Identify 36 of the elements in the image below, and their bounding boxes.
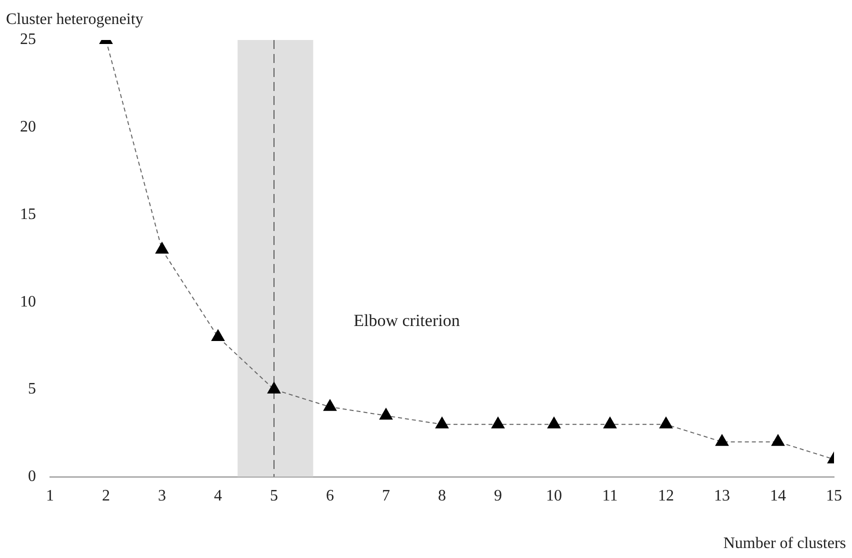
y-tick-label: 25	[20, 31, 36, 48]
point	[715, 434, 729, 446]
x-tick-label: 9	[494, 488, 502, 505]
point	[211, 330, 225, 342]
point	[771, 434, 785, 446]
x-tick-label: 7	[382, 488, 390, 505]
point	[323, 399, 337, 411]
y-tick-label: 10	[20, 293, 36, 310]
point	[603, 416, 617, 428]
x-tick-label: 12	[658, 488, 674, 505]
x-tick-label: 3	[158, 488, 166, 505]
x-tick-label: 2	[102, 488, 110, 505]
x-axis-title: Number of clusters	[723, 535, 846, 552]
y-tick-label: 0	[28, 468, 36, 486]
point	[491, 416, 505, 428]
y-tick-label: 20	[20, 118, 36, 136]
point	[267, 382, 281, 394]
point	[547, 416, 561, 428]
x-tick-label: 6	[326, 488, 334, 505]
x-tick-label: 5	[270, 488, 278, 505]
x-tick-label: 14	[770, 488, 786, 505]
x-tick-label: 15	[826, 488, 842, 505]
point	[435, 416, 449, 428]
y-tick-label: 5	[28, 380, 36, 398]
point	[379, 408, 393, 420]
x-tick-label: 13	[714, 488, 730, 505]
y-tick-label: 15	[20, 206, 36, 223]
point	[155, 242, 169, 254]
annotation: Elbow criterion	[354, 310, 460, 330]
x-tick-label: 8	[438, 488, 446, 505]
x-tick-label: 11	[602, 488, 618, 505]
y-axis-title: Cluster heterogeneity	[6, 11, 144, 28]
point	[659, 416, 673, 428]
x-tick-label: 10	[546, 488, 562, 505]
x-tick-label: 4	[214, 488, 222, 505]
x-tick-label: 1	[46, 488, 54, 505]
